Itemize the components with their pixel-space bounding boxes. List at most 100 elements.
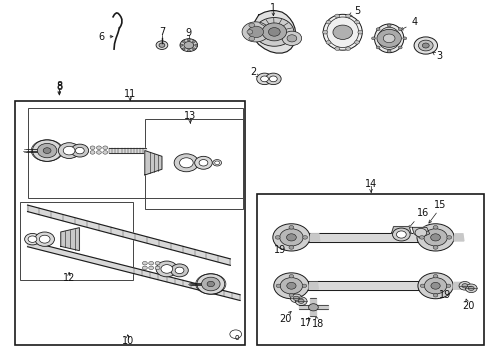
Circle shape	[184, 41, 194, 49]
Circle shape	[302, 284, 307, 288]
Circle shape	[396, 231, 406, 238]
Circle shape	[269, 28, 280, 36]
Bar	[20, 202, 133, 280]
Circle shape	[39, 235, 50, 243]
Text: 18: 18	[312, 319, 324, 329]
Circle shape	[424, 229, 447, 246]
Circle shape	[90, 150, 95, 154]
Polygon shape	[311, 298, 317, 316]
Polygon shape	[310, 234, 320, 241]
Circle shape	[294, 296, 299, 301]
Circle shape	[175, 267, 184, 274]
Polygon shape	[253, 11, 296, 53]
Circle shape	[182, 48, 185, 50]
Text: 13: 13	[184, 111, 196, 121]
Polygon shape	[289, 233, 438, 242]
Circle shape	[255, 18, 294, 46]
Circle shape	[462, 284, 468, 288]
Circle shape	[433, 275, 438, 278]
Circle shape	[213, 159, 221, 166]
Text: 16: 16	[417, 208, 429, 218]
Circle shape	[43, 148, 51, 153]
Polygon shape	[289, 282, 438, 290]
Circle shape	[298, 299, 304, 303]
Circle shape	[143, 261, 147, 265]
Bar	[15, 101, 245, 345]
Text: 7: 7	[159, 27, 165, 37]
Circle shape	[418, 273, 453, 299]
Text: 8: 8	[56, 81, 62, 91]
Circle shape	[433, 246, 438, 249]
Circle shape	[195, 156, 212, 169]
Circle shape	[273, 224, 310, 251]
Circle shape	[270, 76, 277, 82]
Circle shape	[90, 146, 95, 149]
Polygon shape	[145, 150, 162, 175]
Circle shape	[289, 226, 294, 229]
Circle shape	[274, 273, 309, 299]
Circle shape	[171, 264, 188, 277]
Circle shape	[262, 23, 287, 41]
Circle shape	[326, 41, 331, 44]
Circle shape	[58, 143, 80, 158]
Circle shape	[63, 146, 75, 155]
Circle shape	[28, 236, 37, 242]
Circle shape	[75, 147, 84, 154]
Circle shape	[161, 265, 172, 273]
Circle shape	[418, 40, 433, 51]
Circle shape	[323, 31, 328, 34]
Circle shape	[266, 73, 281, 85]
Circle shape	[247, 30, 253, 34]
Circle shape	[201, 277, 220, 291]
Circle shape	[187, 39, 190, 41]
Polygon shape	[299, 305, 328, 310]
Circle shape	[276, 284, 281, 288]
Text: 17: 17	[300, 319, 313, 328]
Circle shape	[37, 143, 57, 158]
Text: 5: 5	[354, 6, 361, 17]
Circle shape	[289, 275, 294, 278]
Circle shape	[371, 37, 375, 40]
Text: 3: 3	[437, 51, 442, 61]
Bar	[27, 108, 243, 198]
Text: 8: 8	[56, 82, 62, 92]
Circle shape	[376, 28, 380, 31]
Circle shape	[215, 161, 220, 165]
Text: 19: 19	[439, 291, 451, 301]
Circle shape	[103, 150, 108, 154]
Text: 10: 10	[122, 336, 134, 346]
Circle shape	[468, 286, 474, 291]
Circle shape	[182, 40, 185, 42]
Circle shape	[280, 229, 303, 246]
Text: 11: 11	[124, 89, 136, 99]
Circle shape	[289, 246, 294, 249]
Circle shape	[354, 41, 359, 44]
Circle shape	[383, 34, 395, 42]
Circle shape	[71, 144, 89, 157]
Circle shape	[32, 140, 62, 161]
Ellipse shape	[323, 14, 362, 50]
Circle shape	[242, 22, 270, 42]
Polygon shape	[412, 227, 430, 238]
Circle shape	[249, 23, 255, 27]
Circle shape	[459, 282, 471, 290]
Circle shape	[199, 159, 208, 166]
Circle shape	[103, 146, 108, 149]
Circle shape	[149, 261, 154, 265]
Circle shape	[414, 37, 438, 54]
Circle shape	[415, 228, 427, 237]
Text: 12: 12	[63, 273, 75, 283]
Circle shape	[207, 281, 215, 287]
Text: 9: 9	[186, 28, 192, 38]
Circle shape	[174, 154, 198, 172]
Circle shape	[387, 50, 391, 53]
Circle shape	[403, 37, 407, 40]
Circle shape	[431, 282, 440, 289]
Circle shape	[289, 294, 294, 297]
Circle shape	[291, 294, 302, 303]
Circle shape	[446, 284, 451, 288]
Circle shape	[309, 304, 318, 311]
Circle shape	[392, 228, 410, 241]
Circle shape	[398, 46, 402, 49]
Circle shape	[155, 261, 160, 265]
